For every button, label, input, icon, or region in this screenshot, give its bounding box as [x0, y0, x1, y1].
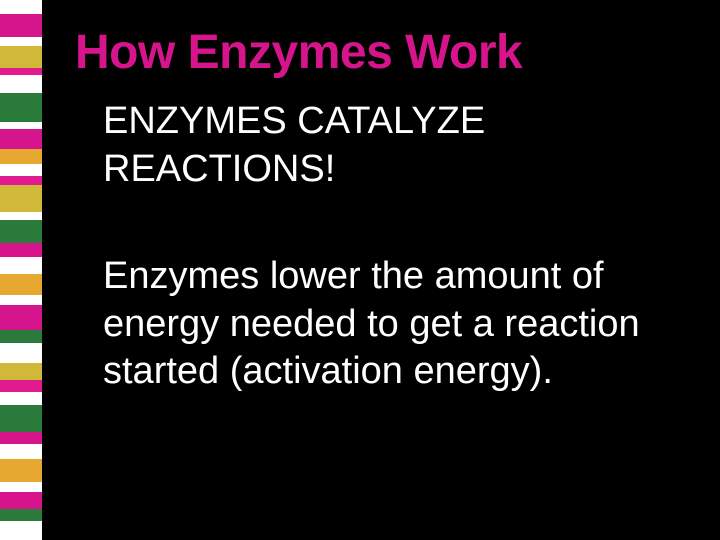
stripe-segment	[0, 363, 42, 380]
stripe-segment	[0, 257, 42, 274]
stripe-segment	[0, 164, 42, 176]
stripe-segment	[0, 243, 42, 257]
stripe-segment	[0, 521, 42, 540]
stripe-segment	[0, 68, 42, 76]
stripe-segment	[0, 305, 42, 330]
stripe-segment	[0, 459, 42, 482]
slide-title: How Enzymes Work	[75, 25, 695, 80]
slide-body-text: Enzymes lower the amount of energy neede…	[75, 253, 695, 396]
stripe-segment	[0, 185, 42, 212]
stripe-segment	[0, 14, 42, 37]
stripe-segment	[0, 93, 42, 122]
stripe-segment	[0, 46, 42, 67]
stripe-segment	[0, 432, 42, 444]
stripe-segment	[0, 122, 42, 130]
stripe-segment	[0, 492, 42, 509]
stripe-segment	[0, 212, 42, 220]
slide-subtitle: ENZYMES CATALYZE REACTIONS!	[75, 98, 695, 193]
stripe-segment	[0, 330, 42, 344]
decorative-stripe-bar	[0, 0, 42, 540]
stripe-segment	[0, 482, 42, 492]
stripe-segment	[0, 509, 42, 521]
slide-content: How Enzymes Work ENZYMES CATALYZE REACTI…	[75, 25, 695, 396]
stripe-segment	[0, 129, 42, 148]
stripe-segment	[0, 274, 42, 295]
stripe-segment	[0, 380, 42, 392]
stripe-segment	[0, 37, 42, 47]
stripe-segment	[0, 75, 42, 92]
stripe-segment	[0, 295, 42, 305]
stripe-segment	[0, 444, 42, 459]
stripe-segment	[0, 343, 42, 362]
stripe-segment	[0, 176, 42, 186]
stripe-segment	[0, 220, 42, 243]
stripe-segment	[0, 405, 42, 432]
stripe-segment	[0, 392, 42, 406]
stripe-segment	[0, 149, 42, 164]
stripe-segment	[0, 0, 42, 14]
